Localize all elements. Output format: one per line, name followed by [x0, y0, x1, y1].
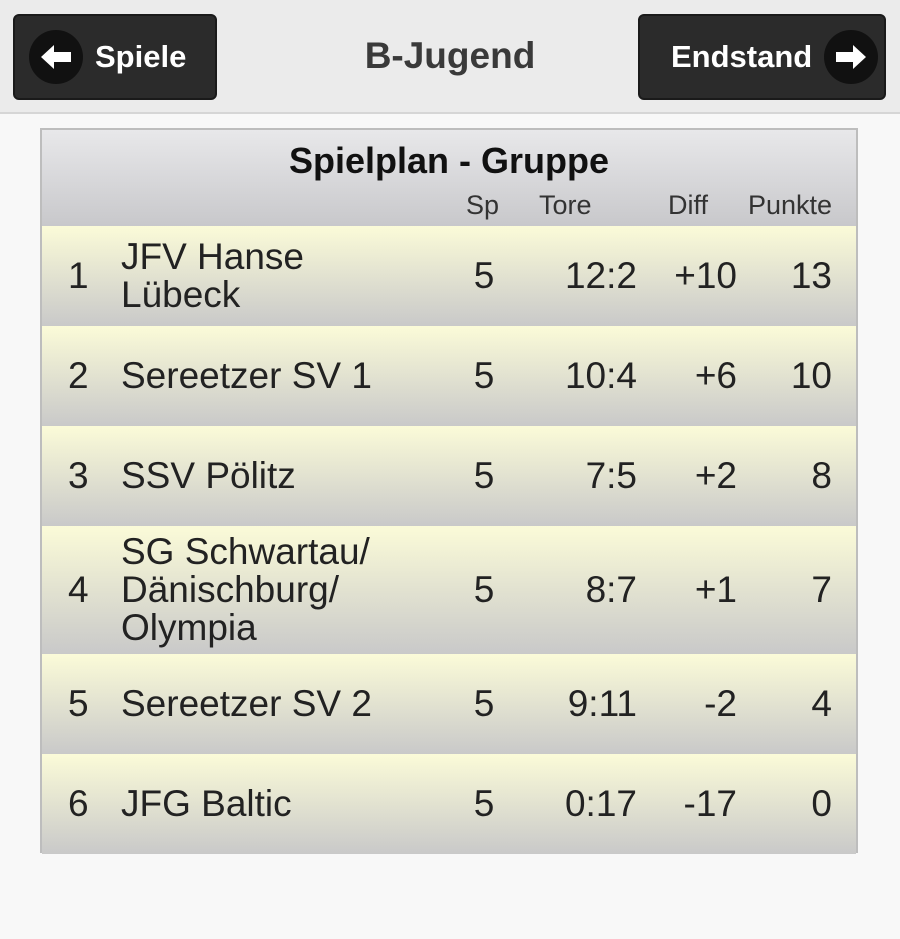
- row-team: SSV Pölitz: [121, 455, 296, 496]
- table-title: Spielplan - Gruppe: [288, 140, 610, 181]
- row-goals: 12:2: [564, 255, 637, 296]
- row-position: 2: [68, 355, 89, 396]
- row-points: 13: [790, 255, 832, 296]
- row-goals: 7:5: [585, 455, 637, 496]
- row-goals: 10:4: [564, 355, 637, 396]
- row-played: 5: [473, 569, 495, 610]
- row-diff: +1: [694, 569, 737, 610]
- table-row: 1 JFV Hanse Lübeck 5 12:2 +10 13: [42, 226, 856, 326]
- row-goals: 9:11: [567, 683, 637, 724]
- row-played: 5: [473, 683, 495, 724]
- table-row: 4 SG Schwartau/ Dänischburg/ Olympia 5 8…: [42, 526, 856, 654]
- table-row: 6 JFG Baltic 5 0:17 -17 0: [42, 754, 856, 854]
- row-played: 5: [473, 355, 495, 396]
- table-row: 2 Sereetzer SV 1 5 10:4 +6 10: [42, 326, 856, 426]
- column-header-points: Punkte: [748, 190, 833, 220]
- row-position: 4: [68, 569, 89, 610]
- table-row: 5 Sereetzer SV 2 5 9:11 -2 4: [42, 654, 856, 754]
- table-header: Spielplan - Gruppe Sp Tore Diff Punkte: [42, 130, 856, 226]
- row-team: JFV Hanse Lübeck: [121, 236, 305, 315]
- next-button[interactable]: Endstand: [638, 14, 886, 100]
- row-diff: -17: [683, 783, 737, 824]
- table-row: 3 SSV Pölitz 5 7:5 +2 8: [42, 426, 856, 526]
- arrow-left-icon: [29, 30, 83, 84]
- back-button[interactable]: Spiele: [13, 14, 217, 100]
- row-goals: 8:7: [585, 569, 637, 610]
- back-button-label: Spiele: [95, 39, 187, 74]
- column-header-played: Sp: [466, 190, 500, 220]
- row-played: 5: [473, 783, 495, 824]
- column-header-diff: Diff: [668, 190, 709, 220]
- row-played: 5: [473, 455, 495, 496]
- row-points: 4: [811, 683, 832, 724]
- arrow-right-icon: [824, 30, 879, 84]
- page-title: B-Jugend: [364, 35, 536, 76]
- row-points: 7: [811, 569, 832, 610]
- row-points: 8: [811, 455, 832, 496]
- row-team: Sereetzer SV 2: [121, 683, 372, 724]
- row-played: 5: [473, 255, 495, 296]
- row-position: 1: [68, 255, 89, 296]
- row-goals: 0:17: [564, 783, 637, 824]
- row-position: 5: [68, 683, 89, 724]
- top-bar: Spiele B-Jugend Endstand: [0, 0, 900, 114]
- row-points: 10: [790, 355, 832, 396]
- row-position: 6: [68, 783, 89, 824]
- column-header-goals: Tore: [539, 190, 592, 220]
- next-button-label: Endstand: [671, 39, 813, 74]
- row-diff: +10: [674, 255, 737, 296]
- row-position: 3: [68, 455, 89, 496]
- row-team: SG Schwartau/ Dänischburg/ Olympia: [121, 531, 370, 648]
- row-team: Sereetzer SV 1: [121, 355, 372, 396]
- standings-table: Spielplan - Gruppe Sp Tore Diff Punkte 1…: [40, 128, 858, 854]
- row-diff: -2: [704, 683, 737, 724]
- row-diff: +6: [694, 355, 737, 396]
- row-team: JFG Baltic: [121, 783, 292, 824]
- row-diff: +2: [694, 455, 737, 496]
- row-points: 0: [811, 783, 832, 824]
